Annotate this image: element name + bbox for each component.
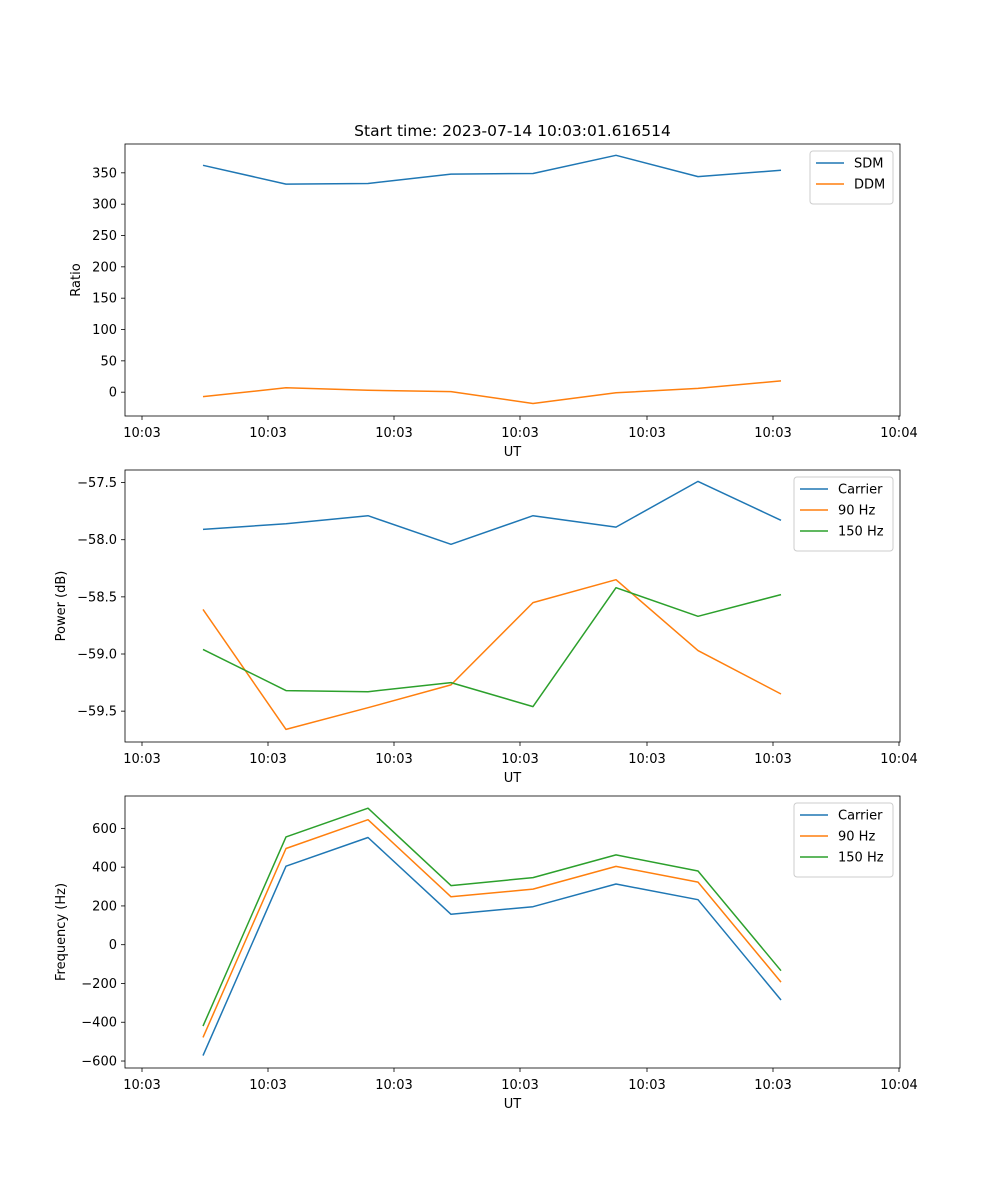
- x-tick-label: 10:04: [880, 1078, 917, 1093]
- x-tick-label: 10:03: [375, 426, 412, 441]
- y-tick-label: 600: [92, 822, 117, 837]
- x-axis-label: UT: [504, 771, 522, 786]
- y-tick-label: 200: [92, 899, 117, 914]
- legend-label: SDM: [854, 157, 883, 172]
- series-line-150-hz: [202, 807, 782, 1027]
- y-tick-label: −59.5: [77, 705, 117, 720]
- series-line-90-hz: [202, 578, 782, 731]
- series-line-carrier: [202, 836, 782, 1056]
- legend-label: Carrier: [838, 483, 883, 498]
- series-line-sdm: [202, 154, 782, 185]
- legend-label: 150 Hz: [838, 525, 884, 540]
- legend-box: [793, 476, 894, 552]
- x-tick-label: 10:03: [754, 426, 791, 441]
- series-line-ddm: [202, 380, 782, 405]
- y-tick-label: 200: [92, 260, 117, 275]
- legend-label: Carrier: [838, 809, 883, 824]
- legend-box: [793, 802, 894, 878]
- legend-label: 90 Hz: [838, 504, 875, 519]
- y-tick-label: −200: [81, 977, 117, 992]
- y-tick-label: 350: [92, 166, 117, 181]
- y-axis-label: Frequency (Hz): [54, 883, 69, 981]
- axes-frame: [124, 143, 901, 417]
- y-tick-label: −600: [81, 1055, 117, 1070]
- series-line-150-hz: [202, 586, 782, 708]
- legend-label: DDM: [854, 178, 885, 193]
- x-tick-label: 10:03: [249, 426, 286, 441]
- x-tick-label: 10:04: [880, 752, 917, 767]
- chart-title: Start time: 2023-07-14 10:03:01.616514: [354, 122, 671, 140]
- legend-box: [809, 150, 894, 205]
- y-axis-label: Power (dB): [54, 571, 69, 642]
- y-axis-label: Ratio: [69, 263, 84, 296]
- y-tick-label: 150: [92, 292, 117, 307]
- x-tick-label: 10:03: [123, 752, 160, 767]
- y-tick-label: 100: [92, 323, 117, 338]
- y-tick-label: 400: [92, 861, 117, 876]
- x-tick-label: 10:03: [754, 752, 791, 767]
- x-tick-label: 10:03: [501, 1078, 538, 1093]
- y-tick-label: −58.5: [77, 590, 117, 605]
- y-tick-label: −57.5: [77, 476, 117, 491]
- axes-frame: [124, 469, 901, 743]
- y-tick-label: 250: [92, 229, 117, 244]
- legend-label: 90 Hz: [838, 830, 875, 845]
- legend-label: 150 Hz: [838, 851, 884, 866]
- y-tick-label: 0: [109, 938, 117, 953]
- series-line-carrier: [202, 480, 782, 546]
- x-tick-label: 10:03: [375, 752, 412, 767]
- axes-frame: [124, 795, 901, 1069]
- x-tick-label: 10:03: [501, 426, 538, 441]
- x-tick-label: 10:03: [375, 1078, 412, 1093]
- y-tick-label: −58.0: [77, 533, 117, 548]
- x-tick-label: 10:03: [501, 752, 538, 767]
- x-tick-label: 10:03: [628, 426, 665, 441]
- y-tick-label: −400: [81, 1016, 117, 1031]
- x-tick-label: 10:03: [628, 752, 665, 767]
- x-axis-label: UT: [504, 445, 522, 460]
- x-tick-label: 10:03: [249, 1078, 286, 1093]
- x-tick-label: 10:03: [628, 1078, 665, 1093]
- y-tick-label: 300: [92, 198, 117, 213]
- x-tick-label: 10:03: [249, 752, 286, 767]
- series-line-90-hz: [202, 818, 782, 1038]
- y-tick-label: −59.0: [77, 648, 117, 663]
- y-tick-label: 0: [109, 386, 117, 401]
- x-tick-label: 10:03: [754, 1078, 791, 1093]
- x-tick-label: 10:04: [880, 426, 917, 441]
- x-tick-label: 10:03: [123, 1078, 160, 1093]
- x-axis-label: UT: [504, 1097, 522, 1112]
- x-tick-label: 10:03: [123, 426, 160, 441]
- y-tick-label: 50: [100, 354, 117, 369]
